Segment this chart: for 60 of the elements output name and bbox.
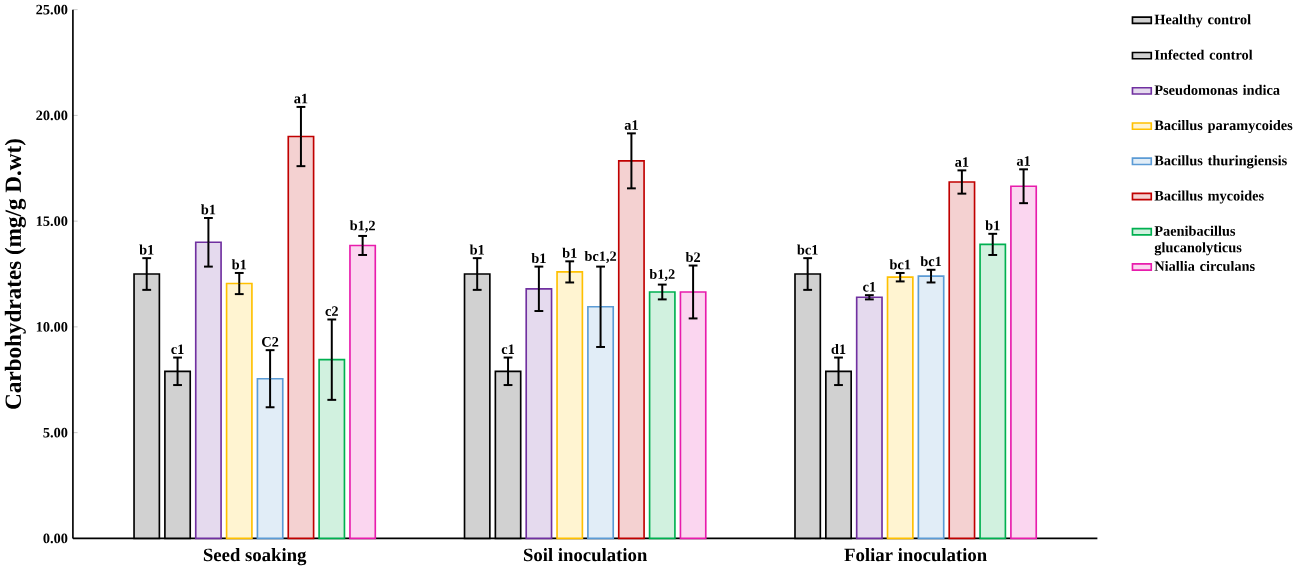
x-tick-label: Foliar inoculation [844,548,987,562]
bar [525,287,553,540]
data-label: a1 [1016,156,1030,166]
data-label: b2 [685,251,701,263]
data-label: c1 [863,282,876,292]
legend-label: Bacillus thuringiensis [1154,155,1287,169]
data-label: b1 [231,259,247,270]
y-tick-label: 15.00 [36,216,68,227]
data-label: bc1 [920,256,942,267]
bar [587,305,615,540]
legend-label: Paenibacillus glucanolyticus [1154,225,1242,256]
bar [948,181,976,540]
bar [225,282,253,540]
y-tick-label: 25.00 [36,4,68,15]
bar [318,358,346,540]
data-label: bc1 [797,244,818,255]
bar [194,241,222,540]
data-label: b1 [562,247,577,258]
bar [556,271,584,540]
data-label: a1 [955,157,969,167]
y-tick-label: 10.00 [36,322,68,332]
data-label: b1,2 [649,268,675,282]
bar [679,291,707,540]
data-label: b1 [469,244,485,255]
bar [855,296,883,540]
data-label: b1 [985,220,1000,231]
bar [287,135,315,540]
data-label: bc1 [889,259,911,270]
bar [886,276,914,540]
x-tick-label: Soil inoculation [523,548,648,562]
legend-label: Pseudomonas indica [1154,84,1280,95]
data-label: b1 [531,253,546,264]
bar [979,243,1007,540]
y-axis-title: Carbohydrates (mg/g D.wt) [4,139,26,409]
legend-label: Bacillus paramycoides [1154,120,1293,134]
bar [1010,185,1038,540]
legend-label: Niallia circulans [1154,260,1255,272]
y-tick-label: 20.00 [36,110,68,121]
y-tick-label: 0.00 [43,533,68,544]
bar [349,244,377,540]
bar [917,275,945,540]
data-label: bc1,2 [584,250,617,264]
data-label: c2 [325,306,338,316]
data-label: C2 [262,337,279,347]
legend-label: Healthy control [1154,14,1251,28]
x-tick-label: Seed soaking [203,548,307,566]
data-label: b1 [139,244,154,255]
legend-label: Bacillus mycoides [1154,190,1264,204]
legend-label: Infected control [1154,49,1253,60]
data-label: a1 [624,120,638,130]
data-label: c1 [501,344,515,355]
data-label: b1 [201,204,216,215]
y-tick-label: 5.00 [43,427,68,438]
bar [617,160,645,540]
bar [648,291,676,540]
data-label: d1 [831,343,846,355]
data-label: c1 [171,344,184,355]
data-label: a1 [294,93,308,104]
data-label: b1,2 [349,220,375,233]
bar [256,377,284,540]
